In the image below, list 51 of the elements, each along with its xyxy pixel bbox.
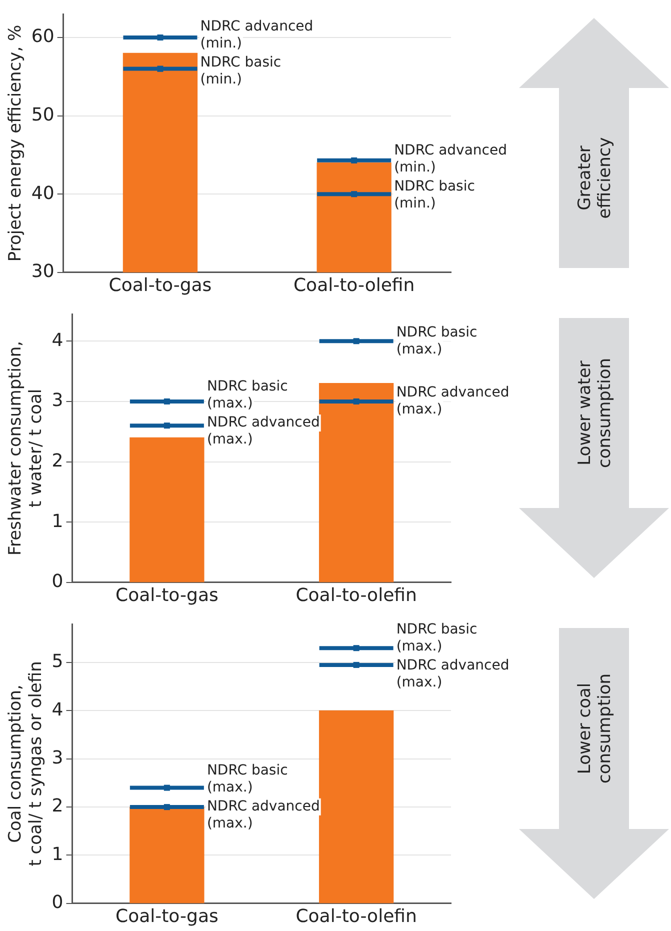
x-tick-label: Coal-to-gas bbox=[116, 906, 218, 927]
x-tick-label: Coal-to-olefin bbox=[293, 274, 415, 296]
x-tick-label: Coal-to-olefin bbox=[296, 584, 417, 606]
annotation: NDRC basic (max.) bbox=[396, 324, 478, 358]
point bbox=[164, 398, 170, 404]
y-tick-label: 0 bbox=[52, 892, 64, 914]
y-tick-label: 3 bbox=[52, 748, 64, 769]
point bbox=[353, 398, 360, 404]
y-tick-label: 3 bbox=[52, 390, 64, 412]
x-tick-label: Coal-to-gas bbox=[108, 274, 212, 296]
y-tick-label: 60 bbox=[31, 26, 54, 48]
y-axis-title: Project energy efficiency, % bbox=[6, 24, 26, 262]
point bbox=[164, 422, 170, 429]
text: Lower water consumption bbox=[575, 358, 615, 468]
y-tick-label: 2 bbox=[52, 796, 64, 817]
y-tick-label: 50 bbox=[31, 104, 54, 126]
text: Greater efficiency bbox=[575, 137, 615, 219]
text: Lower coal consumption bbox=[575, 673, 615, 784]
annotation: NDRC advanced (min.) bbox=[394, 142, 507, 176]
annotation: NDRC basic (max.) bbox=[206, 378, 288, 412]
y-tick-label: 40 bbox=[31, 182, 54, 204]
point bbox=[164, 784, 170, 791]
y-tick-label: 4 bbox=[52, 699, 64, 720]
y-axis-title: Freshwater consumption, t water/ t coal bbox=[6, 340, 46, 556]
annotation: NDRC basic (min.) bbox=[394, 178, 475, 212]
point bbox=[353, 662, 360, 668]
y-tick-label: 30 bbox=[31, 261, 54, 282]
y-tick-label: 4 bbox=[52, 330, 64, 351]
x-tick-label: Coal-to-gas bbox=[116, 584, 218, 606]
y-tick-label: 0 bbox=[52, 571, 64, 592]
annotation: NDRC advanced (max.) bbox=[206, 798, 320, 832]
y-tick-label: 2 bbox=[52, 450, 64, 472]
annotation: NDRC advanced (max.) bbox=[396, 384, 510, 418]
y-tick-label: 1 bbox=[52, 844, 64, 865]
annotation: NDRC basic (max.) bbox=[206, 762, 288, 796]
point bbox=[351, 157, 358, 164]
annotation: NDRC basic (max.) bbox=[396, 622, 478, 655]
y-tick-label: 5 bbox=[52, 651, 64, 672]
y-axis-title: Coal consumption, t coal/ t syngas or olefin bbox=[6, 661, 46, 866]
point bbox=[157, 66, 164, 72]
annotation: NDRC basic (min.) bbox=[200, 54, 282, 88]
point bbox=[353, 645, 360, 652]
annotation: NDRC advanced (min.) bbox=[200, 18, 314, 52]
point bbox=[353, 338, 360, 344]
y-tick-label: 1 bbox=[52, 510, 64, 532]
x-tick-label: Coal-to-olefin bbox=[296, 906, 417, 927]
annotation: NDRC advanced (max.) bbox=[206, 414, 320, 448]
annotation: NDRC advanced (max.) bbox=[396, 658, 510, 691]
point bbox=[157, 34, 164, 40]
point bbox=[351, 191, 358, 198]
point bbox=[164, 804, 170, 810]
